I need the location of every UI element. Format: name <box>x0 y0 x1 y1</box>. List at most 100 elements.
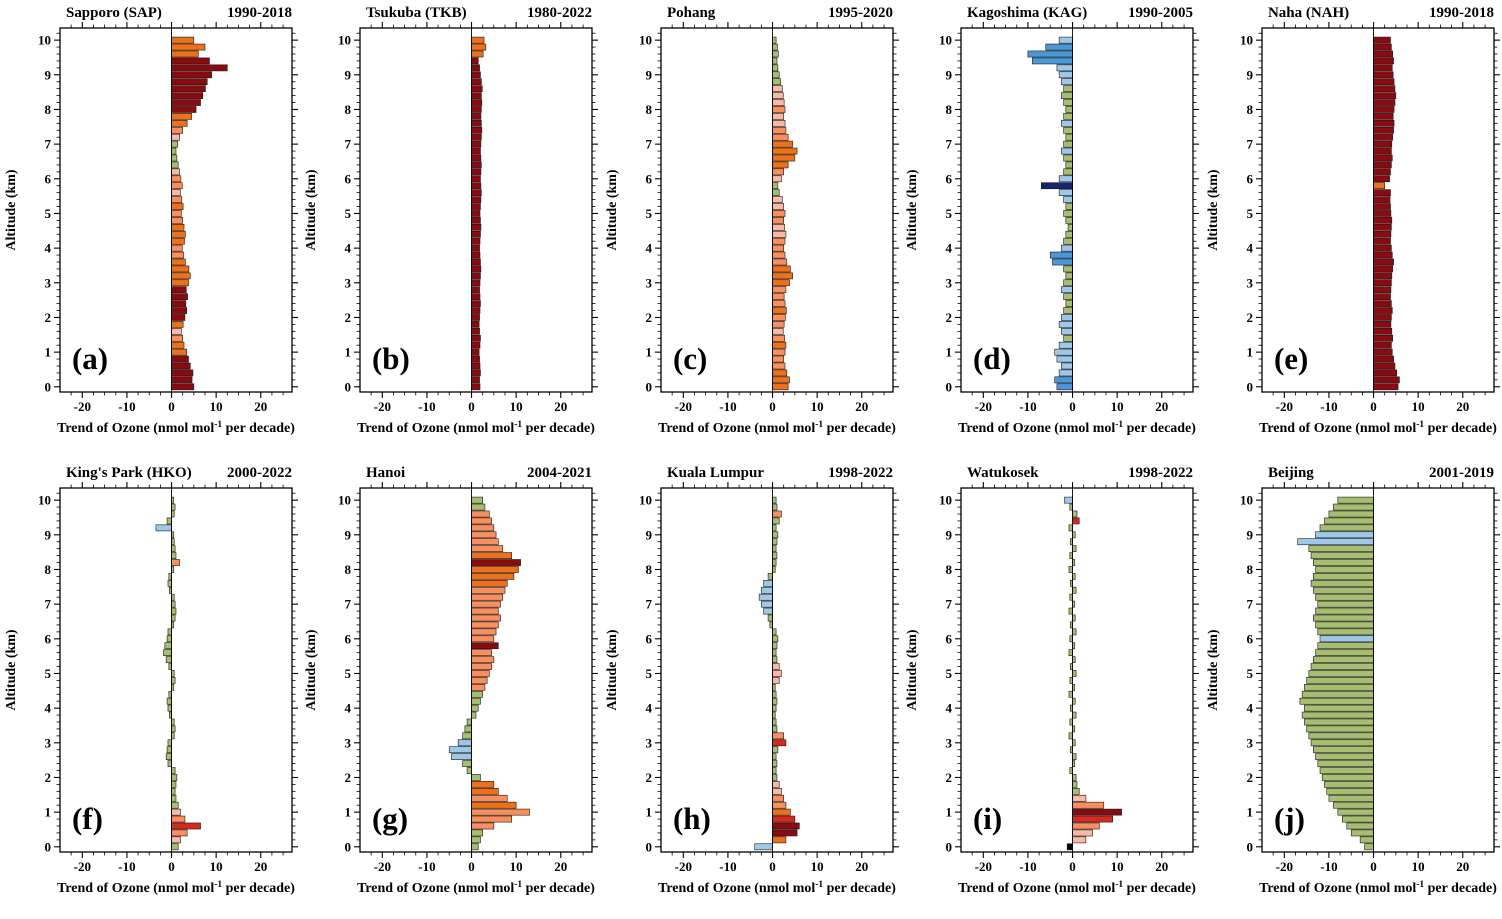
bar <box>1363 842 1374 850</box>
y-tick-label: 9 <box>345 67 352 82</box>
y-tick-label: 6 <box>44 171 51 186</box>
y-tick-label: 7 <box>44 137 51 152</box>
bar <box>1372 119 1394 127</box>
bar <box>772 293 785 301</box>
y-tick-label: 0 <box>946 379 953 394</box>
y-tick-label: 5 <box>946 665 953 680</box>
bar <box>1063 126 1074 134</box>
bar <box>171 286 187 294</box>
bar <box>772 634 778 642</box>
bar <box>1372 106 1394 113</box>
bar <box>772 496 777 503</box>
panel-letter: (b) <box>372 341 410 376</box>
bar <box>772 376 790 384</box>
bar <box>1372 92 1396 99</box>
plot-border <box>960 27 1194 393</box>
bar <box>1314 648 1374 656</box>
bar <box>451 752 473 760</box>
bar <box>1372 161 1392 169</box>
bar <box>471 133 483 141</box>
bar <box>471 634 495 642</box>
bar <box>471 210 481 217</box>
bar <box>1372 147 1392 155</box>
bar <box>471 369 482 377</box>
bar <box>471 355 481 363</box>
bar <box>471 362 481 370</box>
bar <box>471 510 491 517</box>
bar <box>471 50 484 58</box>
y-tick-label: 2 <box>1246 310 1253 325</box>
y-tick-label: 7 <box>345 596 352 611</box>
bar <box>471 586 506 594</box>
bar <box>1372 327 1392 335</box>
bar <box>1072 829 1094 836</box>
bar <box>1314 607 1374 614</box>
bar <box>772 794 784 802</box>
bar <box>1303 704 1374 711</box>
panel-letter: (a) <box>72 341 108 376</box>
x-axis-label: Trend of Ozone (nmol mol-1 per decade) <box>958 879 1196 895</box>
bar <box>471 348 480 356</box>
y-tick-label: 10 <box>38 492 51 507</box>
bar <box>471 189 483 197</box>
bar <box>1372 321 1391 328</box>
bar <box>1065 161 1074 169</box>
x-tick-label: -10 <box>719 399 736 414</box>
bar <box>471 607 499 614</box>
bar <box>772 697 778 705</box>
x-tick-label: 10 <box>510 858 523 873</box>
y-tick-label: 4 <box>1246 241 1253 256</box>
y-tick-label: 2 <box>946 769 953 784</box>
bar <box>772 140 793 148</box>
bar <box>471 251 481 259</box>
bar <box>772 745 778 753</box>
station-title: Tsukuba (TKB) <box>366 5 467 21</box>
bar <box>772 829 798 836</box>
bar <box>1072 794 1087 802</box>
y-tick-label: 10 <box>639 33 652 48</box>
bar <box>1072 517 1080 524</box>
bar <box>1063 279 1074 287</box>
y-tick-label: 10 <box>338 33 351 48</box>
bar <box>471 286 481 294</box>
bar <box>1072 815 1114 822</box>
x-axis-label: Trend of Ozone (nmol mol-1 per decade) <box>357 879 595 895</box>
y-tick-label: 1 <box>1246 345 1253 360</box>
bar <box>1063 85 1074 93</box>
bars-group <box>1064 496 1123 850</box>
year-range: 1980-2022 <box>527 5 592 21</box>
bar <box>772 50 779 58</box>
plot-border <box>1260 486 1495 853</box>
bar <box>471 558 522 566</box>
bar <box>171 133 180 141</box>
bar <box>471 140 482 148</box>
y-tick-label: 3 <box>946 275 953 290</box>
bar <box>171 92 204 99</box>
bar <box>772 718 777 725</box>
bar <box>772 524 777 531</box>
y-tick-label: 2 <box>645 310 652 325</box>
bar <box>471 334 482 342</box>
bar <box>772 161 789 169</box>
bar <box>1332 801 1374 809</box>
y-tick-label: 1 <box>946 345 953 360</box>
bar <box>1328 510 1374 517</box>
year-range: 2000-2022 <box>227 465 292 481</box>
bar <box>1072 836 1087 843</box>
x-tick-label: -10 <box>1019 858 1036 873</box>
bar <box>1072 669 1077 677</box>
bar <box>1063 307 1074 314</box>
y-tick-label: 8 <box>946 102 953 117</box>
bar <box>772 759 778 767</box>
bar <box>772 85 783 93</box>
x-axis-label: Trend of Ozone (nmol mol-1 per decade) <box>57 420 295 436</box>
bar <box>772 669 782 677</box>
bar <box>171 244 183 252</box>
bar <box>1312 614 1374 621</box>
bar <box>471 641 499 649</box>
bar <box>1065 300 1074 307</box>
bar <box>171 175 182 183</box>
bar <box>772 530 778 538</box>
bar <box>754 842 773 850</box>
bar <box>1064 496 1074 503</box>
